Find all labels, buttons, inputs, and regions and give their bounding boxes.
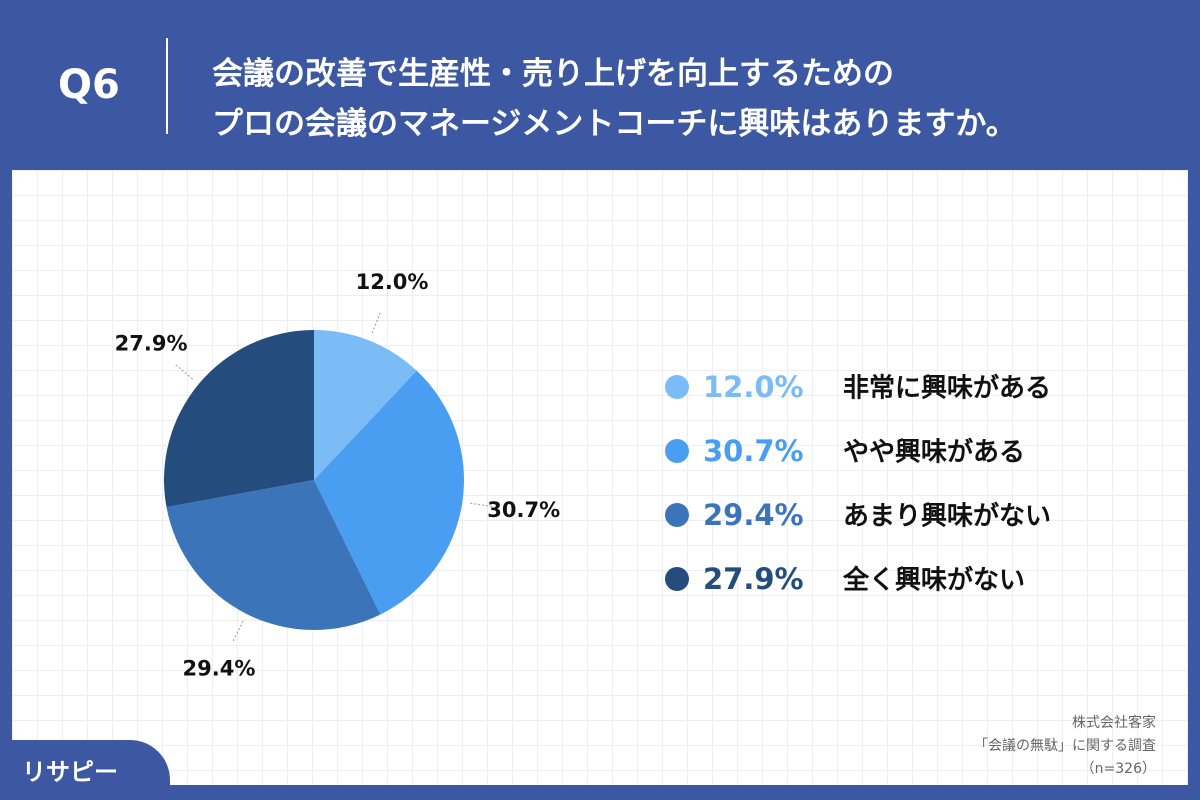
legend-value: 30.7% — [703, 434, 804, 468]
pie-slice — [166, 480, 381, 630]
legend-value: 12.0% — [703, 370, 804, 404]
separator — [166, 38, 168, 134]
logo-tab — [0, 740, 170, 800]
leader-line — [371, 310, 382, 334]
legend-label: 非常に興味がある — [843, 373, 1051, 404]
source: 株式会社客家 — [1072, 715, 1156, 731]
leader-line — [173, 363, 193, 380]
legend-label: やや興味がある — [843, 437, 1025, 468]
pie-slice — [314, 330, 417, 480]
pie-slice — [314, 370, 464, 615]
legend-marker — [665, 375, 689, 399]
legend-marker — [665, 567, 689, 591]
data-label: 30.7% — [487, 498, 560, 522]
leader-line — [470, 502, 495, 508]
leader-line — [231, 621, 244, 643]
legend-value: 27.9% — [703, 562, 804, 596]
data-label: 12.0% — [356, 270, 429, 294]
title-line: 会議の改善で生産性・売り上げを向上するための — [212, 56, 894, 92]
legend-label: あまり興味がない — [843, 501, 1051, 532]
legend-marker — [665, 503, 689, 527]
question-number: Q6 — [58, 62, 120, 108]
pie-slice — [164, 330, 314, 508]
source: （n=326） — [1080, 761, 1156, 777]
legend-marker — [665, 439, 689, 463]
data-label: 27.9% — [115, 331, 188, 355]
logo: リサピー — [22, 758, 118, 786]
data-label: 29.4% — [183, 656, 256, 680]
title-line: プロの会議のマネージメントコーチに興味はありますか。 — [212, 106, 1017, 142]
source: 「会議の無駄」に関する調査 — [974, 738, 1156, 754]
legend-label: 全く興味がない — [842, 565, 1025, 596]
legend-value: 29.4% — [703, 498, 804, 532]
